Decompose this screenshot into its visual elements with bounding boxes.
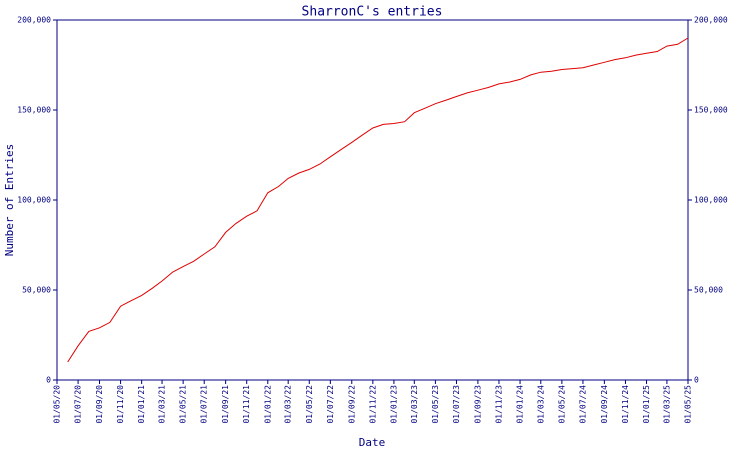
y2-tick-label: 100,000 [694, 196, 728, 205]
x-tick-label: 01/01/23 [389, 385, 398, 424]
x-tick-label: 01/07/22 [326, 385, 335, 424]
x-tick-label: 01/03/23 [410, 385, 419, 424]
x-tick-label: 01/05/22 [305, 385, 314, 424]
x-tick-label: 01/01/25 [642, 385, 651, 424]
x-tick-label: 01/09/22 [347, 385, 356, 424]
y-tick-label: 200,000 [17, 16, 51, 25]
x-tick-label: 01/09/20 [95, 385, 104, 424]
plot-frame [56, 19, 689, 381]
x-tick-label: 01/07/23 [452, 385, 461, 424]
y2-tick-label: 150,000 [694, 106, 728, 115]
y-tick-label: 100,000 [17, 196, 51, 205]
x-tick-label: 01/05/25 [684, 385, 693, 424]
y-tick-label: 0 [46, 376, 51, 385]
x-tick-label: 01/11/21 [242, 385, 251, 424]
x-tick-label: 01/05/20 [53, 385, 62, 424]
x-tick-label: 01/11/22 [368, 385, 377, 424]
x-axis-label: Date [359, 436, 386, 449]
y-tick-label: 50,000 [22, 286, 51, 295]
x-tick-label: 01/09/23 [473, 385, 482, 424]
x-tick-label: 01/01/24 [516, 385, 525, 424]
x-tick-label: 01/03/21 [158, 385, 167, 424]
x-tick-label: 01/01/21 [137, 385, 146, 424]
x-tick-label: 01/11/24 [621, 385, 630, 424]
y2-tick-label: 200,000 [694, 16, 728, 25]
x-tick-label: 01/07/21 [200, 385, 209, 424]
x-tick-label: 01/07/24 [578, 385, 587, 424]
x-tick-label: 01/07/20 [74, 385, 83, 424]
x-tick-label: 01/03/24 [536, 385, 545, 424]
x-tick-label: 01/09/21 [221, 385, 230, 424]
x-tick-label: 01/09/24 [600, 385, 609, 424]
x-tick-label: 01/05/21 [179, 385, 188, 424]
x-tick-label: 01/11/20 [116, 385, 125, 424]
chart-title: SharronC's entries [302, 5, 443, 20]
y-axis-label: Number of Entries [3, 144, 16, 257]
x-tick-label: 01/11/23 [494, 385, 503, 424]
y2-tick-label: 0 [694, 376, 699, 385]
x-tick-label: 01/03/22 [284, 385, 293, 424]
y-tick-label: 150,000 [17, 106, 51, 115]
x-tick-label: 01/05/24 [557, 385, 566, 424]
x-tick-label: 01/01/22 [263, 385, 272, 424]
x-tick-label: 01/05/23 [431, 385, 440, 424]
data-line [67, 37, 689, 363]
x-tick-label: 01/03/25 [662, 385, 671, 424]
y2-tick-label: 50,000 [694, 286, 723, 295]
